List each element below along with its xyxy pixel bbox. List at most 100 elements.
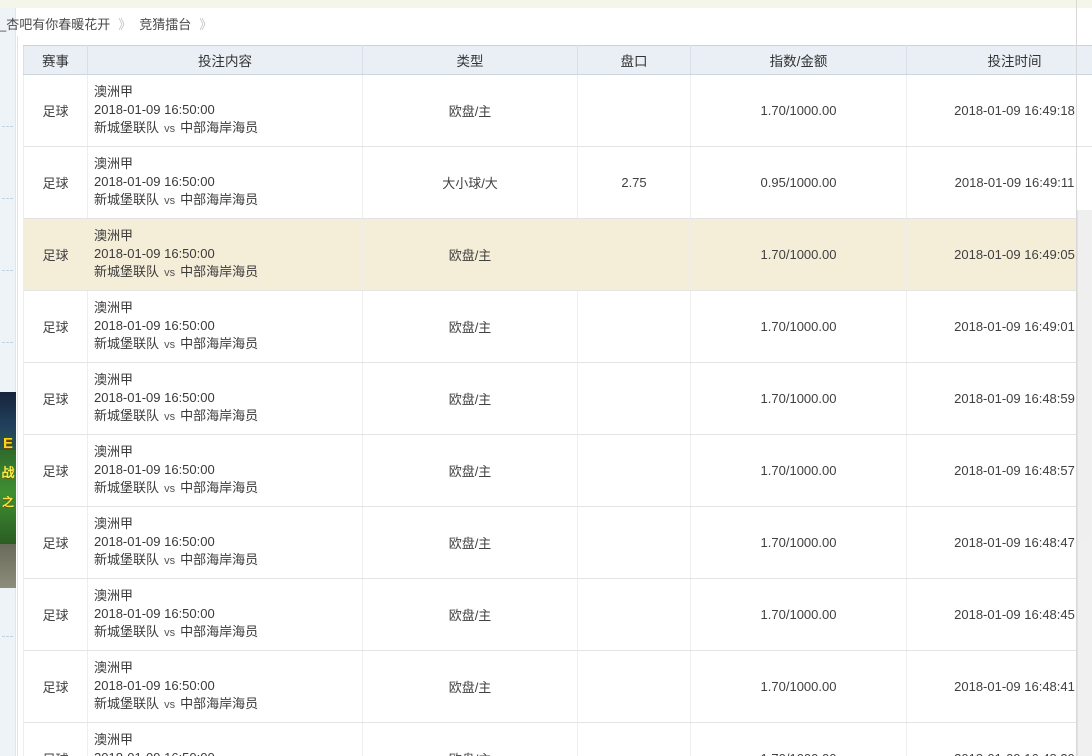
vs-label: vs [161, 555, 179, 567]
bet-kickoff-time: 2018-01-09 16:50:00 [94, 318, 215, 333]
bet-league: 澳洲甲 [94, 444, 134, 459]
bet-away-team: 中部海岸海员 [180, 408, 259, 423]
vs-label: vs [161, 123, 179, 135]
cell-sport: 足球 [23, 506, 88, 579]
cell-sport: 足球 [23, 722, 88, 756]
cell-bet-type: 欧盘/主 [362, 362, 578, 435]
breadcrumb: _杏吧有你春暖花开 》 竞猜擂台 》 [0, 12, 420, 34]
cell-handicap [577, 578, 691, 651]
breadcrumb-item-board[interactable]: 竞猜擂台 [139, 16, 192, 32]
bet-league: 澳洲甲 [94, 516, 134, 531]
cell-bet-type: 欧盘/主 [362, 218, 578, 291]
cell-handicap: 2.75 [577, 146, 691, 219]
cell-handicap [577, 290, 691, 363]
bet-kickoff-time: 2018-01-09 16:50:00 [94, 678, 215, 693]
bet-home-team: 新城堡联队 [94, 264, 160, 279]
cell-bet-time: 2018-01-09 16:48:41 [906, 650, 1092, 723]
cell-bet-time: 2018-01-09 16:48:45 [906, 578, 1092, 651]
bet-kickoff-time: 2018-01-09 16:50:00 [94, 102, 215, 117]
cell-bet-time: 2018-01-09 16:48:59 [906, 362, 1092, 435]
cell-sport: 足球 [23, 578, 88, 651]
bet-kickoff-time: 2018-01-09 16:50:00 [94, 246, 215, 261]
bet-matchup: 新城堡联队 vs 中部海岸海员 [94, 479, 356, 498]
bet-kickoff-time: 2018-01-09 16:50:00 [94, 462, 215, 477]
cell-bet-time: 2018-01-09 16:48:57 [906, 434, 1092, 507]
bet-kickoff-time: 2018-01-09 16:50:00 [94, 749, 356, 756]
column-header-handicap[interactable]: 盘口 [577, 45, 691, 75]
cell-bet-time: 2018-01-09 16:48:47 [906, 506, 1092, 579]
cell-odds-amount: 1.70/1000.00 [690, 74, 907, 147]
ad-line-3: 之 [1, 496, 14, 508]
bet-matchup: 新城堡联队 vs 中部海岸海员 [94, 407, 356, 426]
breadcrumb-item-forum[interactable]: _杏吧有你春暖花开 [0, 16, 111, 32]
page-scrollbar-thumb[interactable] [1079, 210, 1091, 540]
bet-league: 澳洲甲 [94, 228, 134, 243]
cell-bet-type: 大小球/大 [362, 146, 578, 219]
table-row[interactable]: 足球 澳洲甲 2018-01-09 16:50:00 新城堡联队 vs 中部海岸海员大… [23, 146, 1092, 219]
cell-bet-type: 欧盘/主 [362, 506, 578, 579]
cell-handicap [577, 74, 691, 147]
bet-away-team: 中部海岸海员 [180, 192, 259, 207]
content-right-edge [1076, 0, 1077, 756]
cell-sport: 足球 [23, 650, 88, 723]
bet-away-team: 中部海岸海员 [180, 264, 259, 279]
bet-home-team: 新城堡联队 [94, 696, 160, 711]
cell-odds-amount: 1.70/1000.00 [690, 290, 907, 363]
bet-home-team: 新城堡联队 [94, 192, 160, 207]
bet-kickoff-time: 2018-01-09 16:50:00 [94, 390, 215, 405]
cell-odds-amount: 1.70/1000.00 [690, 650, 907, 723]
breadcrumb-separator-icon: 》 [199, 16, 213, 32]
cell-odds-amount: 1.70/1000.00 [690, 722, 907, 756]
cell-bet-content: 澳洲甲 2018-01-09 16:50:00 新城堡联队 vs 中部海岸海员 [87, 74, 363, 147]
cell-handicap [577, 506, 691, 579]
bet-home-team: 新城堡联队 [94, 120, 160, 135]
bet-matchup: 新城堡联队 vs 中部海岸海员 [94, 695, 356, 714]
cell-bet-content: 澳洲甲 2018-01-09 16:50:00 新城堡联队 vs 中部海岸海员 [87, 434, 363, 507]
column-header-content[interactable]: 投注内容 [87, 45, 363, 75]
cell-sport: 足球 [23, 362, 88, 435]
column-header-odds[interactable]: 指数/金额 [690, 45, 907, 75]
column-header-time[interactable]: 投注时间 [906, 45, 1092, 75]
page-scrollbar[interactable] [1077, 210, 1092, 756]
vs-label: vs [161, 195, 179, 207]
bet-league: 澳洲甲 [94, 84, 134, 99]
bet-matchup: 新城堡联队 vs 中部海岸海员 [94, 191, 356, 210]
bets-table: 赛事 投注内容 类型 盘口 指数/金额 投注时间 足球 澳洲甲 2018-01-09… [23, 45, 1092, 756]
cell-sport: 足球 [23, 218, 88, 291]
cell-bet-time: 2018-01-09 16:48:39 [906, 722, 1092, 756]
bet-matchup: 新城堡联队 vs 中部海岸海员 [94, 119, 356, 138]
column-header-type[interactable]: 类型 [362, 45, 578, 75]
table-header-row: 赛事 投注内容 类型 盘口 指数/金额 投注时间 [23, 45, 1092, 75]
cell-sport: 足球 [23, 74, 88, 147]
bets-table-head: 赛事 投注内容 类型 盘口 指数/金额 投注时间 [23, 45, 1092, 75]
rail-tick [2, 270, 13, 271]
cell-odds-amount: 1.70/1000.00 [690, 434, 907, 507]
bets-table-wrapper: 赛事 投注内容 类型 盘口 指数/金额 投注时间 足球 澳洲甲 2018-01-09… [23, 45, 1092, 756]
bets-table-body: 足球 澳洲甲 2018-01-09 16:50:00 新城堡联队 vs 中部海岸海员欧… [23, 74, 1092, 756]
breadcrumb-separator-icon: 》 [118, 16, 132, 32]
bet-home-team: 新城堡联队 [94, 624, 160, 639]
cell-bet-time: 2018-01-09 16:49:01 [906, 290, 1092, 363]
side-ad-banner[interactable]: E 战 之 [0, 392, 16, 588]
ad-line-2: 战 [1, 466, 15, 479]
column-header-sport[interactable]: 赛事 [23, 45, 88, 75]
cell-bet-time: 2018-01-09 16:49:18 [906, 74, 1092, 147]
bet-kickoff-time: 2018-01-09 16:50:00 [94, 174, 215, 189]
cell-odds-amount: 1.70/1000.00 [690, 218, 907, 291]
cell-odds-amount: 1.70/1000.00 [690, 506, 907, 579]
cell-handicap [577, 434, 691, 507]
cell-odds-amount: 1.70/1000.00 [690, 578, 907, 651]
cell-bet-content: 澳洲甲 2018-01-09 16:50:00 新城堡联队 vs 中部海岸海员 [87, 578, 363, 651]
cell-bet-content: 澳洲甲 2018-01-09 16:50:00 新城堡联队 vs 中部海岸海员 [87, 290, 363, 363]
ad-turf-layer [0, 450, 16, 546]
cell-handicap [577, 722, 691, 756]
